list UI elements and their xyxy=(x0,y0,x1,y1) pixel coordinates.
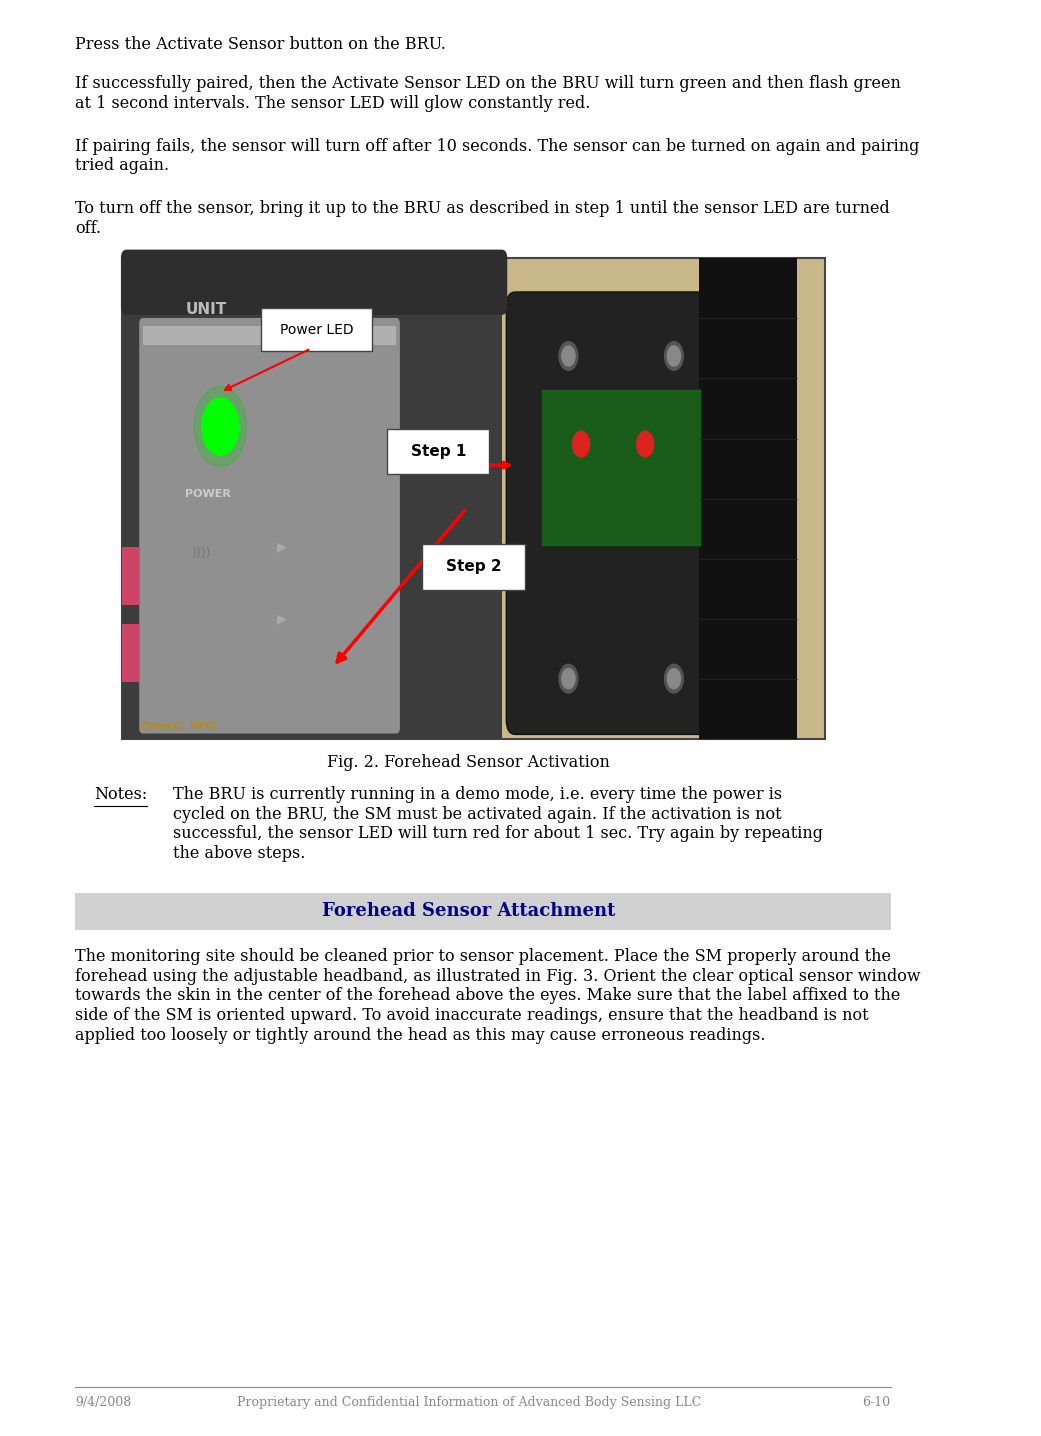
Circle shape xyxy=(573,431,589,457)
Text: 6-10: 6-10 xyxy=(863,1396,891,1409)
Circle shape xyxy=(559,665,578,694)
FancyBboxPatch shape xyxy=(139,317,400,734)
Text: Proprietary and Confidential Information of Advanced Body Sensing LLC: Proprietary and Confidential Information… xyxy=(236,1396,701,1409)
Text: Step 2: Step 2 xyxy=(446,560,502,574)
Circle shape xyxy=(664,342,683,370)
FancyBboxPatch shape xyxy=(387,428,489,474)
Text: 9/4/2008: 9/4/2008 xyxy=(75,1396,131,1409)
FancyBboxPatch shape xyxy=(122,547,139,605)
Text: If successfully paired, then the Activate Sensor LED on the BRU will turn green : If successfully paired, then the Activat… xyxy=(75,75,900,112)
Text: Press the Activate Sensor button on the BRU.: Press the Activate Sensor button on the … xyxy=(75,36,446,53)
Text: POWER: POWER xyxy=(185,490,231,500)
Text: If pairing fails, the sensor will turn off after 10 seconds. The sensor can be t: If pairing fails, the sensor will turn o… xyxy=(75,138,919,174)
Text: ▶: ▶ xyxy=(277,540,287,553)
Text: ▶: ▶ xyxy=(277,613,287,626)
Circle shape xyxy=(559,342,578,370)
Text: Step 1: Step 1 xyxy=(410,444,466,460)
FancyBboxPatch shape xyxy=(423,544,525,590)
FancyBboxPatch shape xyxy=(75,893,891,929)
Circle shape xyxy=(664,665,683,694)
FancyBboxPatch shape xyxy=(122,623,139,682)
FancyBboxPatch shape xyxy=(143,326,397,345)
FancyBboxPatch shape xyxy=(260,309,373,352)
Text: UNIT: UNIT xyxy=(185,302,227,316)
FancyBboxPatch shape xyxy=(121,250,507,314)
Circle shape xyxy=(637,431,654,457)
Text: The BRU is currently running in a demo mode, i.e. every time the power is
cycled: The BRU is currently running in a demo m… xyxy=(174,785,823,862)
Circle shape xyxy=(202,398,239,455)
Circle shape xyxy=(667,669,681,689)
Text: QinetiQ  ΨPSI: QinetiQ ΨPSI xyxy=(141,722,215,732)
FancyBboxPatch shape xyxy=(541,389,702,546)
Circle shape xyxy=(194,386,247,467)
Circle shape xyxy=(667,346,681,366)
Text: Notes:: Notes: xyxy=(94,785,147,803)
Text: Power LED: Power LED xyxy=(280,323,353,337)
FancyBboxPatch shape xyxy=(122,258,502,740)
Text: Fig. 2. Forehead Sensor Activation: Fig. 2. Forehead Sensor Activation xyxy=(327,754,610,771)
Text: To turn off the sensor, bring it up to the BRU as described in step 1 until the : To turn off the sensor, bring it up to t… xyxy=(75,201,890,237)
FancyBboxPatch shape xyxy=(699,258,797,740)
FancyBboxPatch shape xyxy=(122,258,826,740)
Circle shape xyxy=(562,346,575,366)
Text: )))): )))) xyxy=(193,547,211,560)
Text: The monitoring site should be cleaned prior to sensor placement. Place the SM pr: The monitoring site should be cleaned pr… xyxy=(75,948,920,1044)
Circle shape xyxy=(562,669,575,689)
Text: Forehead Sensor Attachment: Forehead Sensor Attachment xyxy=(322,902,615,920)
FancyBboxPatch shape xyxy=(506,292,736,734)
